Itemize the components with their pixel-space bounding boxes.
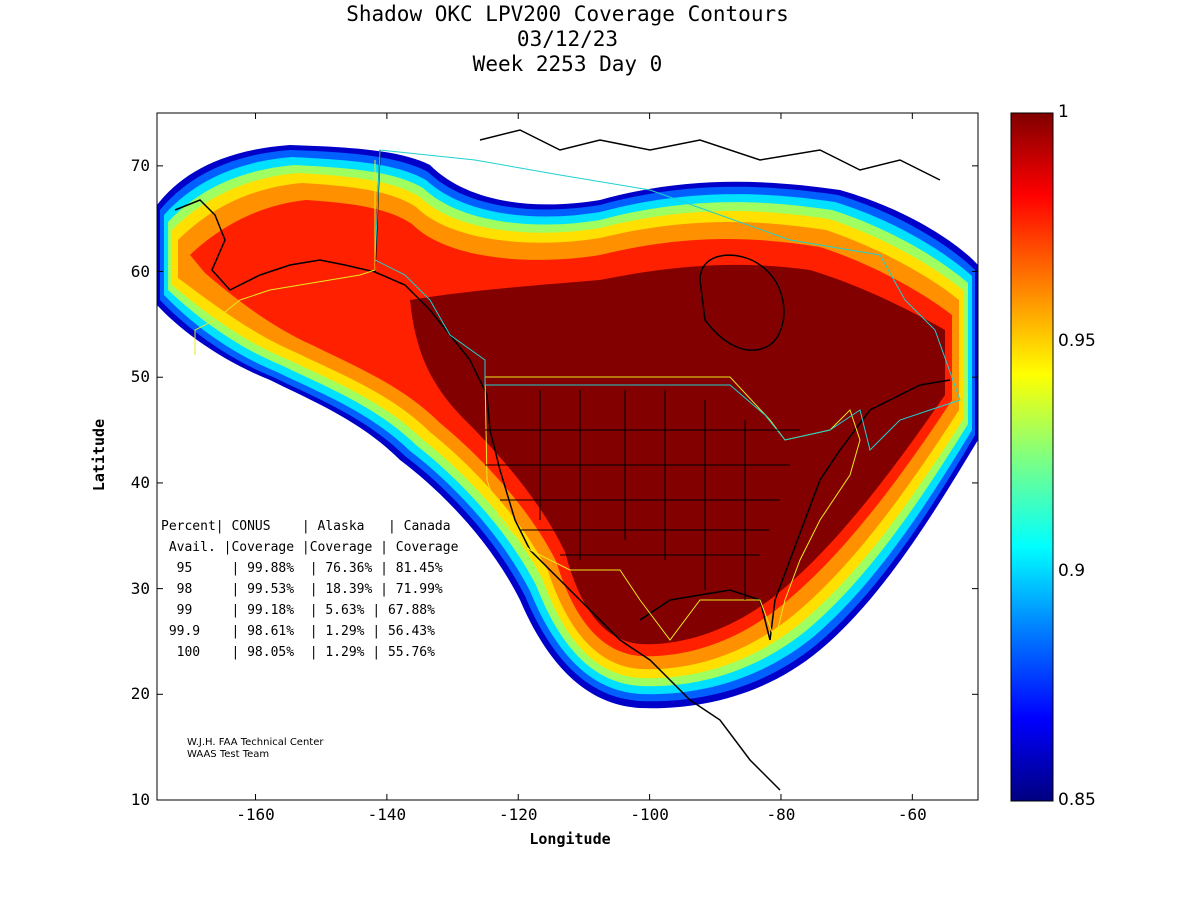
atlantic-coast <box>769 379 951 641</box>
y-tick-label: 20 <box>130 684 150 704</box>
colorbar-tick-label: 1 <box>1058 102 1069 122</box>
chart-title: Shadow OKC LPV200 Coverage Contours <box>346 2 789 26</box>
y-tick-label: 40 <box>130 472 150 492</box>
y-tick-label: 60 <box>130 261 150 281</box>
x-tick-label: -80 <box>766 805 796 824</box>
gulf-coast <box>639 589 771 641</box>
arctic-islands <box>479 129 941 181</box>
x-tick-marks <box>255 113 913 800</box>
x-axis-label: Longitude <box>529 830 611 848</box>
plot-frame <box>156 112 979 801</box>
alaska-boundary <box>194 160 376 355</box>
hudson-bay <box>699 254 785 351</box>
coverage-table: Percent| CONUS | Alaska | Canada Avail. … <box>161 519 459 660</box>
chart-date: 03/12/23 <box>516 27 619 51</box>
credit-text: W.J.H. FAA Technical Center WAAS Test Te… <box>187 737 323 761</box>
region-boundaries <box>194 149 961 642</box>
x-tick-label: -140 <box>367 805 407 824</box>
y-tick-label: 50 <box>130 367 150 387</box>
x-tick-label: -60 <box>897 805 927 824</box>
coverage-contours <box>157 145 978 709</box>
colorbar <box>1010 112 1054 802</box>
alaska-coast <box>174 149 381 291</box>
x-tick-label: -100 <box>630 805 669 824</box>
canada-boundary <box>374 149 961 451</box>
y-tick-marks <box>157 165 978 801</box>
colorbar-tick-label: 0.85 <box>1058 790 1096 810</box>
contour-1.0 <box>410 264 945 645</box>
x-tick-label: -120 <box>498 805 538 824</box>
colorbar-tick-label: 0.9 <box>1058 560 1086 581</box>
y-tick-label: 30 <box>130 578 150 598</box>
credit-line-1: W.J.H. FAA Technical Center <box>187 737 324 748</box>
y-tick-label: 10 <box>130 790 150 809</box>
y-axis-label: Latitude <box>90 418 108 492</box>
x-tick-label: -160 <box>236 805 275 824</box>
colorbar-tick-label: 0.95 <box>1058 331 1096 352</box>
credit-line-2: WAAS Test Team <box>187 749 270 760</box>
y-tick-label: 70 <box>130 155 150 175</box>
state-borders <box>485 390 800 600</box>
chart-week-day: Week 2253 Day 0 <box>472 52 663 76</box>
